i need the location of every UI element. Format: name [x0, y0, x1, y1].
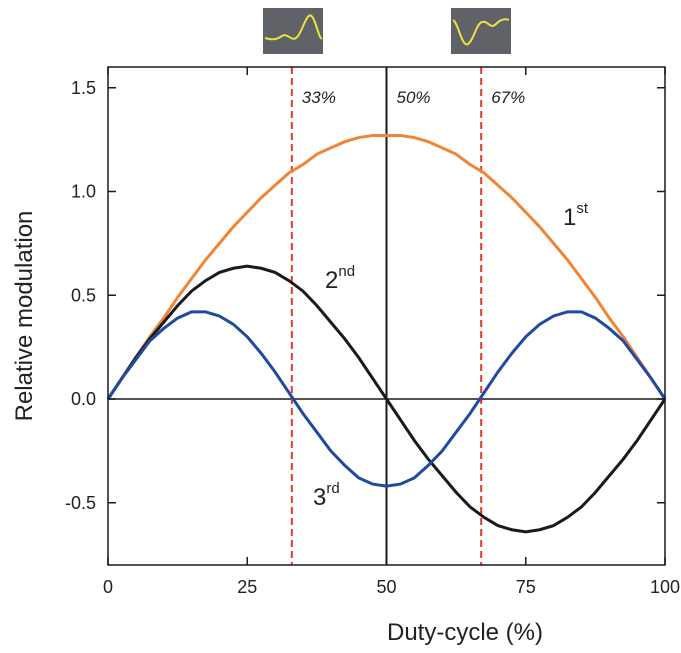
curve-label: 2nd	[325, 263, 355, 294]
line-series	[106, 264, 667, 534]
waveform-thumb	[263, 8, 323, 54]
x-tick-label: 0	[103, 577, 113, 597]
x-tick-label: 100	[650, 577, 680, 597]
curve-label-sup: st	[576, 200, 589, 217]
curve-label-sup: rd	[326, 480, 339, 497]
line-series	[106, 310, 667, 488]
curve-label-main: 1	[563, 204, 576, 231]
y-tick-label: -0.5	[65, 493, 96, 513]
reference-label: 50%	[397, 88, 431, 107]
y-tick-label: 0.0	[71, 389, 96, 409]
reference-label: 67%	[491, 88, 525, 107]
x-tick-label: 50	[376, 577, 396, 597]
waveform-thumb	[451, 8, 511, 54]
curve-label-main: 3	[313, 484, 326, 511]
curve-label-sup: nd	[338, 263, 355, 280]
y-axis-label: Relative modulation	[11, 211, 38, 422]
curve-label: 3rd	[313, 480, 340, 511]
reference-label: 33%	[302, 88, 336, 107]
line-series	[106, 133, 667, 400]
x-axis-label: Duty-cycle (%)	[387, 619, 543, 646]
x-tick-label: 75	[516, 577, 536, 597]
y-tick-label: 1.0	[71, 182, 96, 202]
x-tick-label: 25	[237, 577, 257, 597]
curve-label-main: 2	[325, 267, 338, 294]
curve-label: 1st	[563, 200, 589, 231]
y-tick-label: 1.5	[71, 78, 96, 98]
y-tick-label: 0.5	[71, 285, 96, 305]
